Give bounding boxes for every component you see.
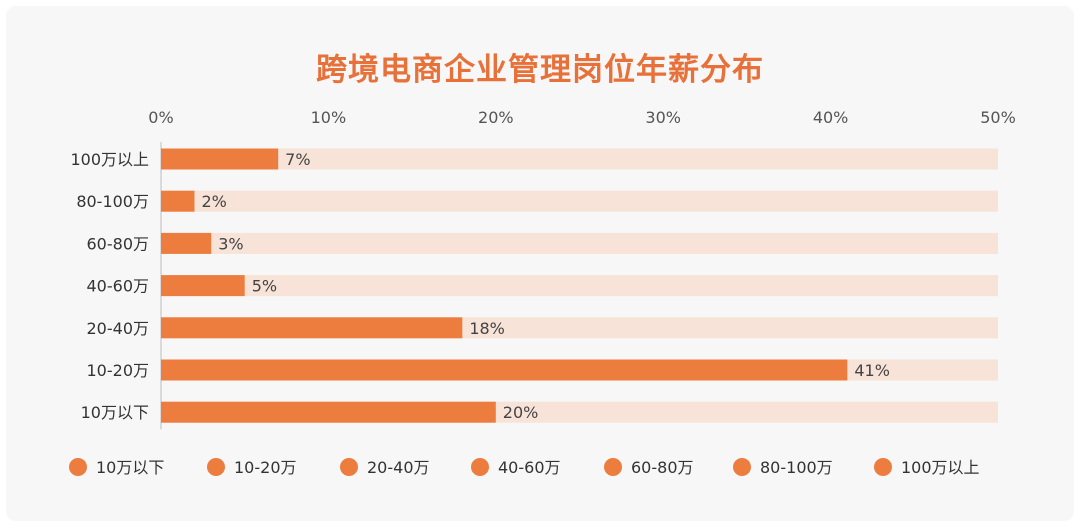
legend-label: 10-20万 <box>234 458 297 477</box>
bar-track <box>161 148 998 170</box>
category-label: 10-20万 <box>87 361 150 380</box>
bar <box>161 275 245 297</box>
legend-marker <box>340 458 358 476</box>
x-tick-label: 30% <box>645 108 681 127</box>
data-label: 41% <box>854 361 890 380</box>
category-label: 100万以上 <box>70 150 149 169</box>
data-label: 3% <box>218 234 243 253</box>
legend-marker <box>733 458 751 476</box>
bar-track <box>161 275 998 297</box>
legend-label: 80-100万 <box>760 458 833 477</box>
bar <box>161 232 212 254</box>
bar-track <box>161 232 998 254</box>
data-label: 20% <box>503 403 539 422</box>
legend-label: 100万以上 <box>901 458 980 477</box>
chart-card <box>6 6 1074 521</box>
legend-label: 20-40万 <box>367 458 430 477</box>
bar <box>161 401 496 423</box>
bar <box>161 359 848 381</box>
chart-title: 跨境电商企业管理岗位年薪分布 <box>316 52 764 88</box>
legend-label: 10万以下 <box>96 458 164 477</box>
legend-marker <box>604 458 622 476</box>
x-tick-label: 40% <box>813 108 849 127</box>
category-label: 40-60万 <box>87 277 150 296</box>
legend-marker <box>207 458 225 476</box>
x-tick-label: 0% <box>148 108 173 127</box>
legend-marker <box>471 458 489 476</box>
bar <box>161 190 195 212</box>
data-label: 18% <box>469 319 505 338</box>
x-tick-label: 50% <box>980 108 1016 127</box>
x-tick-label: 10% <box>311 108 347 127</box>
category-label: 60-80万 <box>87 234 150 253</box>
category-label: 80-100万 <box>76 192 149 211</box>
bar <box>161 148 279 170</box>
data-label: 5% <box>252 277 277 296</box>
legend-marker <box>874 458 892 476</box>
legend-marker <box>69 458 87 476</box>
bar-track <box>161 190 998 212</box>
data-label: 7% <box>285 150 310 169</box>
legend-label: 60-80万 <box>631 458 694 477</box>
x-tick-label: 20% <box>478 108 514 127</box>
category-label: 20-40万 <box>87 319 150 338</box>
data-label: 2% <box>201 192 226 211</box>
category-label: 10万以下 <box>81 403 149 422</box>
bar <box>161 317 463 339</box>
legend-label: 40-60万 <box>498 458 561 477</box>
